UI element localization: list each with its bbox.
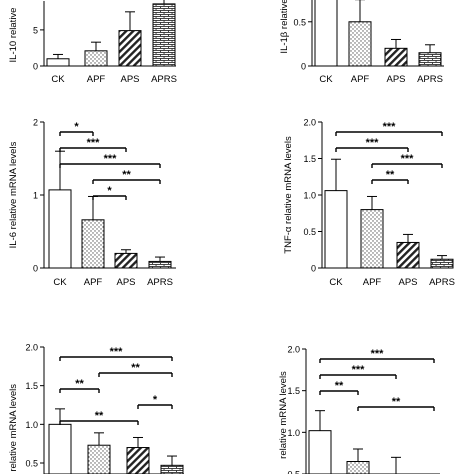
y-tick-label: 2.0: [303, 118, 316, 128]
x-tick-label: CK: [53, 277, 67, 288]
bar-APS: [126, 447, 150, 474]
significance-label: **: [75, 378, 84, 390]
significance-label: ***: [104, 153, 118, 165]
bar-APF: [87, 444, 111, 474]
x-tick-label: APS: [120, 74, 139, 85]
bar-APF: [81, 219, 105, 269]
y-tick-label: 1.5: [25, 381, 38, 391]
y-tick-label: 1.0: [303, 191, 316, 201]
y-tick-label: 0.5: [293, 17, 306, 27]
significance-label: *: [74, 121, 79, 133]
y-axis-label: IL-10 relative: [8, 8, 19, 63]
x-tick-label: CK: [51, 74, 65, 85]
significance-label: **: [392, 396, 401, 408]
significance-label: **: [95, 410, 104, 422]
bar-APS: [114, 252, 138, 269]
y-tick-label: 1.0: [25, 420, 38, 430]
y-tick-label: 0.5: [25, 459, 38, 469]
x-tick-label: APRS: [147, 277, 173, 288]
significance-label: ***: [352, 364, 366, 376]
x-tick-label: APS: [386, 74, 405, 85]
bar-APRS: [152, 3, 176, 67]
y-tick-label: 0.5: [303, 227, 316, 237]
panel-2: 0 1 2 IL-6 relative mRNA levels CK APF APS APRS…: [8, 118, 176, 288]
y-tick-label: 2.0: [287, 345, 300, 355]
x-tick-label: APF: [84, 277, 103, 288]
significance-label: **: [335, 380, 344, 392]
y-tick-label: 2: [33, 118, 38, 128]
y-tick-label: 0: [33, 62, 38, 72]
x-tick-label: APF: [363, 277, 382, 288]
significance-label: ***: [401, 153, 415, 165]
y-tick-label: 0: [301, 62, 306, 72]
x-tick-label: APF: [87, 74, 106, 85]
y-axis-label: IL-1β relative: [279, 0, 290, 54]
y-tick-label: 1.5: [303, 154, 316, 164]
bar-CK: [324, 190, 348, 269]
y-axis-label: IL-18 relative mRNA levels: [8, 384, 19, 474]
panel-1: 0 0.5IL-1β relative CK APF APS APRS: [279, 0, 444, 85]
y-tick-label: 5: [33, 25, 38, 35]
panel-3: 0 0.5 1.0 1.5 2.0 TNF-α relative mRNA levels C…: [283, 118, 455, 289]
bar-APS: [118, 30, 142, 67]
significance-label: *: [107, 185, 112, 197]
x-tick-label: APRS: [417, 74, 443, 85]
y-tick-label: 0: [311, 264, 316, 274]
bar-APRS: [430, 258, 454, 269]
y-tick-label: 0: [33, 264, 38, 274]
y-tick-label: 1.0: [287, 428, 300, 438]
significance-label: ***: [371, 348, 385, 360]
bar-CK: [46, 58, 70, 67]
significance-label: ***: [87, 137, 101, 149]
x-tick-label: APS: [398, 277, 417, 288]
x-tick-label: APF: [351, 74, 370, 85]
significance-label: *: [153, 394, 158, 406]
bar-APRS: [148, 260, 172, 269]
panel-4: 0.51.01.52.0IL-18 relative mRNA levels**…: [8, 343, 184, 474]
significance-label: **: [122, 169, 131, 181]
bar-APF: [360, 209, 384, 269]
y-axis-label: IL-6 relative mRNA levels: [8, 141, 19, 248]
significance-label: **: [386, 169, 395, 181]
bar-APRS: [160, 464, 184, 474]
significance-label: ***: [110, 346, 124, 358]
significance-label: ***: [366, 137, 380, 149]
y-tick-label: 1: [33, 191, 38, 201]
y-axis-label: TNF-α relative mRNA levels: [283, 136, 294, 254]
bar-CK: [48, 189, 72, 269]
bar-CK: [308, 430, 332, 474]
y-tick-label: 1.5: [287, 386, 300, 396]
bar-APS: [396, 241, 420, 269]
x-tick-label: CK: [319, 74, 333, 85]
bar-APRS: [418, 52, 442, 67]
bar-CK: [48, 423, 72, 474]
significance-label: **: [131, 362, 140, 374]
bar-APS: [384, 47, 408, 67]
bar-APF: [346, 461, 370, 474]
x-tick-label: CK: [329, 277, 343, 288]
x-tick-label: APRS: [151, 74, 177, 85]
x-tick-label: APS: [116, 277, 135, 288]
bar-CK: [314, 0, 338, 67]
significance-label: ***: [383, 121, 397, 133]
bar-APF: [84, 50, 108, 67]
x-tick-label: APRS: [429, 277, 455, 288]
y-axis-label: relative mRNA levels: [278, 371, 289, 459]
panel-0: 0 5 IL-10 relative CK APF APS APRS: [8, 0, 177, 85]
y-tick-label: 2.0: [25, 343, 38, 353]
y-tick-label: 0.5: [287, 470, 300, 474]
bar-APF: [348, 21, 372, 67]
